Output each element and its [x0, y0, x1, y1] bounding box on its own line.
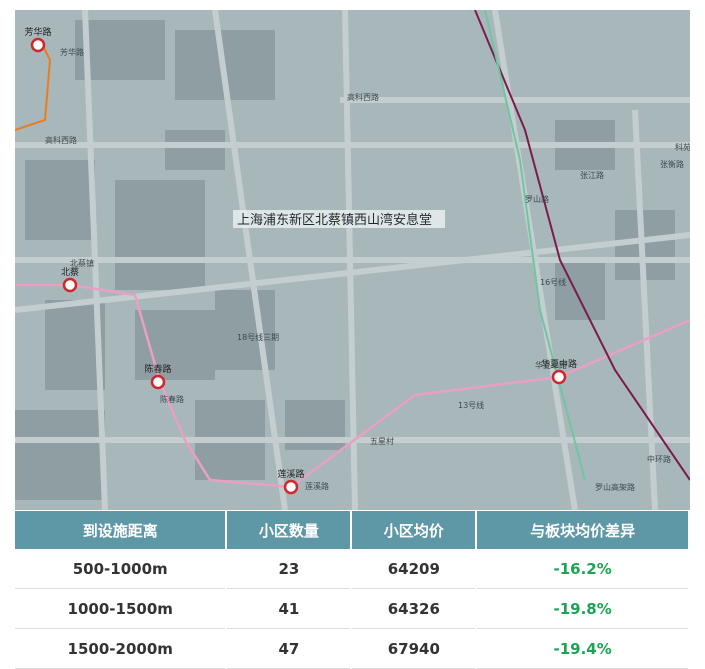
road-label: 中环路 — [647, 454, 671, 464]
table-cell: 1500-2000m — [15, 628, 228, 669]
road-label: 高科西路 — [45, 135, 77, 145]
table-cell: 67940 — [351, 628, 478, 669]
road-label: 高科西路 — [347, 92, 379, 102]
stats-table: 到设施距离 小区数量 小区均价 与板块均价差异 500-1000m 23 64209 -16… — [15, 511, 690, 669]
column-header: 与板块均价差异 — [476, 511, 690, 549]
table-cell: 47 — [226, 628, 353, 669]
table-cell: 64209 — [351, 549, 478, 589]
station-label: 莲溪路 — [277, 468, 304, 480]
poi-label: 上海浦东新区北蔡镇西山湾安息堂 — [237, 212, 432, 228]
road-label: 北蔡镇 — [70, 258, 94, 268]
header-row: 到设施距离 小区数量 小区均价 与板块均价差异 — [15, 511, 690, 549]
map: 上海浦东新区北蔡镇西山湾安息堂芳华路北蔡陈春路莲溪路华夏中路高科西路高科西路张衡… — [15, 10, 690, 510]
table-cell: 41 — [226, 588, 353, 629]
table-cell: 64326 — [351, 588, 478, 629]
station-label: 华夏中路 — [541, 358, 577, 370]
metro-line-pink — [15, 283, 690, 489]
table-body: 500-1000m 23 64209 -16.2% 1000-1500m 41 64326-… — [15, 549, 690, 669]
road-label: 五星村 — [370, 436, 394, 446]
table-cell: 1000-1500m — [15, 588, 228, 629]
station — [283, 479, 299, 495]
road-label: 罗山路 — [525, 194, 549, 204]
table-row: 1000-1500m 41 64326 -19.8% — [15, 588, 690, 629]
station — [551, 369, 567, 385]
station — [150, 374, 166, 390]
table-cell: 23 — [226, 549, 353, 589]
column-header: 小区数量 — [226, 511, 353, 549]
column-header: 小区均价 — [351, 511, 478, 549]
road-label: 莲溪路 — [305, 481, 329, 491]
station-label: 北蔡 — [61, 266, 79, 278]
road-label: 华夏中路 — [535, 360, 567, 370]
column-header: 到设施距离 — [15, 511, 228, 549]
road-label: 张衡路 — [660, 159, 684, 169]
road-label: 陈春路 — [160, 394, 184, 404]
station — [62, 277, 78, 293]
metro-line-purple — [474, 10, 690, 481]
road-label: 芳华路 — [60, 47, 84, 57]
road-label: 科苑路 — [675, 142, 690, 152]
table-cell: 500-1000m — [15, 549, 228, 589]
station — [30, 37, 46, 53]
metro-line-green — [484, 10, 586, 481]
table-cell: -19.4% — [476, 628, 690, 669]
station-label: 陈春路 — [144, 363, 171, 375]
metro-line-orange — [15, 39, 52, 131]
road-label: 张江路 — [580, 170, 604, 180]
table-cell: -16.2% — [476, 549, 690, 589]
table-row: 500-1000m 23 64209 -16.2% — [15, 549, 690, 589]
station-label: 芳华路 — [24, 26, 51, 38]
road-label: 13号线 — [458, 400, 484, 410]
table-cell: -19.8% — [476, 588, 690, 629]
poi-label-bg — [233, 210, 445, 228]
road-label: 18号线三期 — [237, 332, 279, 342]
road-label: 罗山高架路 — [595, 482, 635, 492]
table-row: 1500-2000m 47 67940 -19.4% — [15, 628, 690, 669]
road-label: 16号线 — [540, 277, 566, 287]
